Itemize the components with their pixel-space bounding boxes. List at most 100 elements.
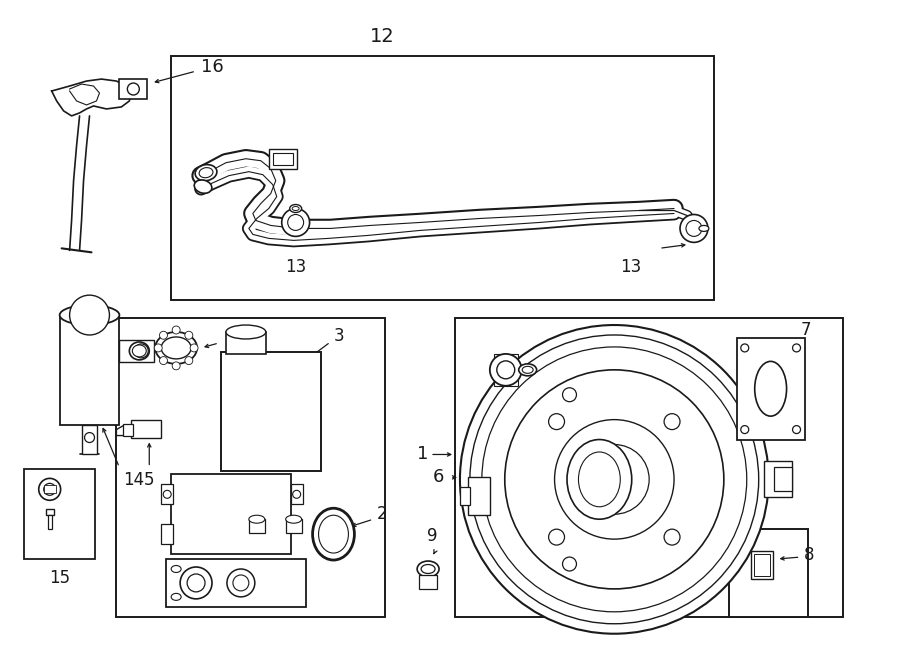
Text: 5: 5 <box>144 471 155 489</box>
Circle shape <box>793 344 800 352</box>
Bar <box>248 519 265 533</box>
Bar <box>774 467 792 491</box>
Circle shape <box>163 490 171 498</box>
Text: 1: 1 <box>417 446 428 463</box>
Ellipse shape <box>755 362 787 416</box>
Circle shape <box>187 574 205 592</box>
Ellipse shape <box>417 561 439 577</box>
Circle shape <box>793 426 800 434</box>
Circle shape <box>85 432 94 442</box>
Circle shape <box>154 344 162 352</box>
Circle shape <box>190 344 198 352</box>
Ellipse shape <box>195 165 217 180</box>
Circle shape <box>159 357 167 365</box>
Ellipse shape <box>59 305 120 325</box>
Polygon shape <box>51 79 131 116</box>
Circle shape <box>490 354 522 386</box>
Text: 12: 12 <box>370 26 395 46</box>
Circle shape <box>39 479 60 500</box>
Circle shape <box>292 490 301 498</box>
Bar <box>120 340 154 362</box>
Circle shape <box>44 483 56 495</box>
Bar <box>123 424 133 436</box>
Circle shape <box>180 567 212 599</box>
Circle shape <box>664 414 680 430</box>
Ellipse shape <box>248 515 265 524</box>
Circle shape <box>505 370 724 589</box>
Text: 4: 4 <box>226 331 237 349</box>
Circle shape <box>562 557 577 571</box>
Circle shape <box>184 331 193 339</box>
Ellipse shape <box>522 366 533 373</box>
Bar <box>737 338 805 440</box>
Ellipse shape <box>194 180 212 193</box>
Bar <box>729 529 808 617</box>
Ellipse shape <box>171 594 181 600</box>
Bar <box>273 153 292 165</box>
Bar <box>751 551 772 579</box>
Circle shape <box>159 331 167 339</box>
Circle shape <box>549 529 564 545</box>
Ellipse shape <box>155 332 197 364</box>
Text: 2: 2 <box>376 505 387 524</box>
Ellipse shape <box>567 440 632 519</box>
Bar <box>494 354 518 386</box>
Bar <box>455 318 843 617</box>
Ellipse shape <box>226 325 266 339</box>
Bar <box>226 332 266 354</box>
Text: 7: 7 <box>800 321 811 339</box>
Ellipse shape <box>285 515 302 524</box>
Bar <box>59 315 120 424</box>
Ellipse shape <box>518 364 536 376</box>
Text: 16: 16 <box>201 58 224 76</box>
Text: 14: 14 <box>123 471 145 489</box>
Bar <box>44 485 56 493</box>
Circle shape <box>686 221 702 237</box>
Ellipse shape <box>292 206 299 210</box>
Ellipse shape <box>699 225 709 231</box>
Ellipse shape <box>132 345 147 357</box>
Ellipse shape <box>312 508 355 560</box>
Text: 6: 6 <box>433 469 444 486</box>
Circle shape <box>580 444 649 514</box>
Circle shape <box>549 414 564 430</box>
Bar <box>161 485 173 504</box>
Bar <box>166 559 306 607</box>
Bar <box>116 318 385 617</box>
Ellipse shape <box>161 337 191 359</box>
Ellipse shape <box>579 452 620 507</box>
Ellipse shape <box>171 566 181 572</box>
Bar <box>753 554 770 576</box>
Bar <box>120 79 148 99</box>
Circle shape <box>741 426 749 434</box>
Circle shape <box>470 335 759 624</box>
Circle shape <box>172 362 180 370</box>
Circle shape <box>233 575 248 591</box>
Text: 15: 15 <box>50 569 70 587</box>
Bar <box>419 575 437 589</box>
Circle shape <box>664 529 680 545</box>
Text: 10: 10 <box>542 577 562 595</box>
Bar <box>468 477 490 515</box>
Bar <box>171 56 714 300</box>
Bar <box>46 509 54 515</box>
Circle shape <box>497 361 515 379</box>
Bar <box>161 524 173 544</box>
Bar <box>23 469 95 559</box>
Bar <box>131 420 161 438</box>
Circle shape <box>482 347 747 612</box>
Circle shape <box>172 326 180 334</box>
Ellipse shape <box>290 204 302 212</box>
Circle shape <box>288 214 303 231</box>
Text: 8: 8 <box>804 546 814 564</box>
Bar <box>82 424 97 455</box>
Circle shape <box>460 325 769 634</box>
Bar <box>285 519 302 533</box>
Text: 13: 13 <box>285 258 306 276</box>
Text: 11: 11 <box>501 408 522 426</box>
Circle shape <box>134 344 148 358</box>
Bar <box>460 487 470 505</box>
Ellipse shape <box>199 168 213 178</box>
Bar <box>291 485 302 504</box>
Circle shape <box>562 388 577 402</box>
